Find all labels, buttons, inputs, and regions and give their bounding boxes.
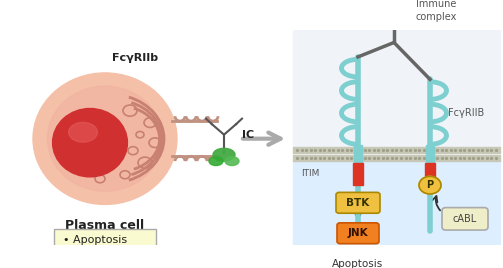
Ellipse shape <box>33 73 177 204</box>
Bar <box>293 31 500 147</box>
Text: FcγRIIB: FcγRIIB <box>448 108 484 118</box>
FancyBboxPatch shape <box>442 208 488 230</box>
Ellipse shape <box>382 6 406 18</box>
Bar <box>354 145 362 163</box>
Ellipse shape <box>225 157 239 166</box>
Text: P: P <box>427 180 434 190</box>
Text: Apoptosis: Apoptosis <box>332 259 384 268</box>
Text: • Apoptosis: • Apoptosis <box>63 235 127 245</box>
FancyBboxPatch shape <box>336 192 380 213</box>
Text: Immune
complex: Immune complex <box>416 0 457 22</box>
Circle shape <box>419 176 441 194</box>
Ellipse shape <box>394 12 422 28</box>
Text: BTK: BTK <box>347 198 370 208</box>
FancyBboxPatch shape <box>54 229 156 250</box>
Text: IC: IC <box>242 130 254 140</box>
Bar <box>293 161 500 245</box>
FancyBboxPatch shape <box>330 253 386 268</box>
Text: JNK: JNK <box>348 228 368 238</box>
Text: cABL: cABL <box>453 214 477 224</box>
Ellipse shape <box>367 12 393 28</box>
Ellipse shape <box>68 122 98 142</box>
FancyBboxPatch shape <box>337 223 379 244</box>
Bar <box>425 163 435 185</box>
Ellipse shape <box>47 86 162 191</box>
Text: FcγRIIb: FcγRIIb <box>112 53 158 63</box>
Ellipse shape <box>213 148 235 161</box>
Ellipse shape <box>52 109 127 177</box>
Ellipse shape <box>209 157 223 166</box>
Bar <box>353 163 363 185</box>
Ellipse shape <box>393 0 415 12</box>
Text: Plasma cell: Plasma cell <box>65 219 144 232</box>
Ellipse shape <box>373 0 395 12</box>
Text: ITIM: ITIM <box>301 169 319 178</box>
Bar <box>426 145 434 163</box>
